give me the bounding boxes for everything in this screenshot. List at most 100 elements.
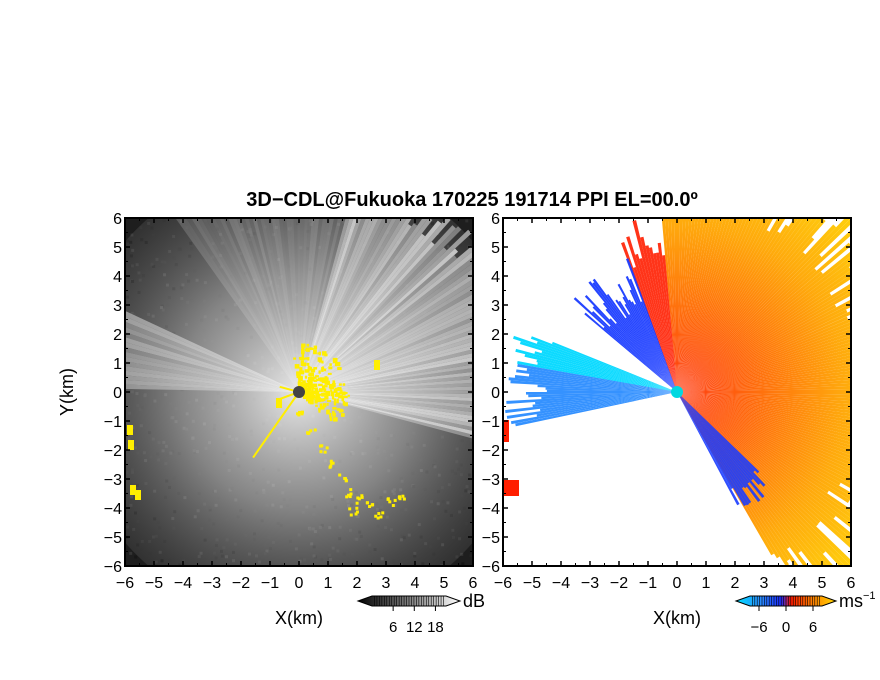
velocity-ray: [677, 392, 761, 485]
x-tick-label: 1: [324, 575, 333, 592]
velocity-ray: [677, 218, 708, 392]
velocity-ray: [677, 218, 696, 392]
overlay-speck: [302, 362, 307, 367]
overlay-speck: [347, 394, 350, 397]
overlay-speck: [315, 389, 319, 392]
velocity-ray: [677, 392, 851, 405]
overlay-speck: [330, 391, 335, 397]
overlay-speck: [308, 382, 313, 386]
velocity-ray: [677, 218, 774, 392]
overlay-speck: [336, 408, 341, 411]
velocity-ray: [677, 218, 737, 392]
overlay-speck: [355, 510, 359, 514]
velocity-ray: [677, 392, 851, 452]
overlay-speck: [324, 395, 329, 400]
velocity-ray: [677, 254, 822, 392]
velocity-ray: [677, 218, 699, 392]
y-tick-label: 3: [491, 298, 500, 315]
velocity-ray: [677, 392, 851, 449]
velocity-ray: [510, 392, 677, 425]
overlay-speck: [307, 357, 310, 361]
velocity-ray: [626, 236, 677, 392]
overlay-speck: [374, 514, 378, 518]
velocity-ray: [664, 218, 677, 392]
velocity-ray: [677, 392, 851, 429]
velocity-ray: [530, 336, 677, 392]
velocity-ray: [677, 218, 762, 392]
y-tick-label: −2: [482, 443, 500, 460]
overlay-speck: [303, 395, 308, 398]
velocity-ray: [677, 218, 684, 392]
velocity-colorbar-unit: ms−1: [839, 590, 876, 611]
overlay-speck: [376, 516, 380, 520]
velocity-ray: [677, 218, 690, 392]
overlay-speck: [332, 410, 335, 415]
intensity-ylabel: Y(km): [57, 368, 77, 416]
velocity-ray: [584, 312, 677, 392]
velocity-ray: [677, 218, 693, 392]
overlay-blob: [127, 425, 133, 435]
velocity-ray: [536, 341, 677, 392]
overlay-speck: [323, 385, 328, 388]
velocity-ray: [515, 348, 677, 392]
velocity-ray: [677, 392, 851, 497]
velocity-ray: [677, 309, 848, 392]
velocity-ray: [677, 218, 782, 392]
overlay-speck: [315, 394, 320, 400]
velocity-ray: [677, 218, 851, 392]
intensity-overlay: [127, 343, 406, 520]
velocity-ray: [677, 373, 851, 392]
velocity-ray: [677, 218, 755, 392]
velocity-ray: [640, 301, 677, 392]
overlay-speck: [319, 398, 324, 402]
velocity-ray: [573, 297, 677, 392]
overlay-speck: [302, 383, 307, 387]
overlay-speck: [305, 347, 310, 352]
velocity-ray: [506, 392, 677, 404]
overlay-blob: [374, 360, 380, 370]
x-tick-label: −1: [261, 575, 279, 592]
overlay-speck: [318, 360, 322, 363]
velocity-ray: [528, 392, 677, 398]
overlay-speck: [360, 495, 364, 499]
overlay-speck: [300, 410, 304, 414]
noise-speck: [461, 562, 465, 566]
velocity-ray: [677, 304, 837, 392]
overlay-speck: [323, 388, 327, 392]
x-tick-label: 2: [353, 575, 362, 592]
overlay-speck: [304, 369, 310, 373]
velocity-ray: [677, 237, 815, 392]
velocity-ray: [677, 392, 851, 528]
velocity-ray: [677, 351, 851, 392]
velocity-ray: [525, 392, 677, 395]
overlay-speck: [322, 351, 327, 356]
y-tick-label: 3: [113, 298, 122, 315]
overlay-speck: [309, 384, 315, 389]
overlay-speck: [293, 357, 297, 360]
velocity-ray: [592, 278, 677, 392]
overlay-speck: [332, 407, 337, 410]
velocity-ray: [677, 218, 702, 392]
overlay-streak: [252, 391, 300, 459]
colorbar-tick-label: 6: [809, 619, 817, 636]
overlay-speck: [311, 387, 314, 392]
overlay-speck: [330, 389, 333, 392]
velocity-ray: [677, 392, 851, 466]
overlay-speck: [322, 403, 327, 408]
overlay-speck: [331, 395, 335, 400]
velocity-ray: [591, 311, 677, 392]
overlay-speck: [326, 399, 331, 403]
overlay-speck: [319, 403, 323, 408]
x-tick-label: −2: [610, 575, 628, 592]
velocity-ray: [648, 247, 677, 392]
overlay-speck: [319, 450, 323, 454]
overlay-speck: [314, 399, 318, 404]
velocity-ray: [670, 218, 677, 392]
velocity-ray: [677, 392, 754, 481]
overlay-speck: [344, 479, 348, 483]
y-tick-label: 2: [491, 327, 500, 344]
x-tick-label: 0: [673, 575, 682, 592]
velocity-ray: [677, 218, 721, 392]
colorbar-tick-label: 6: [389, 619, 397, 636]
